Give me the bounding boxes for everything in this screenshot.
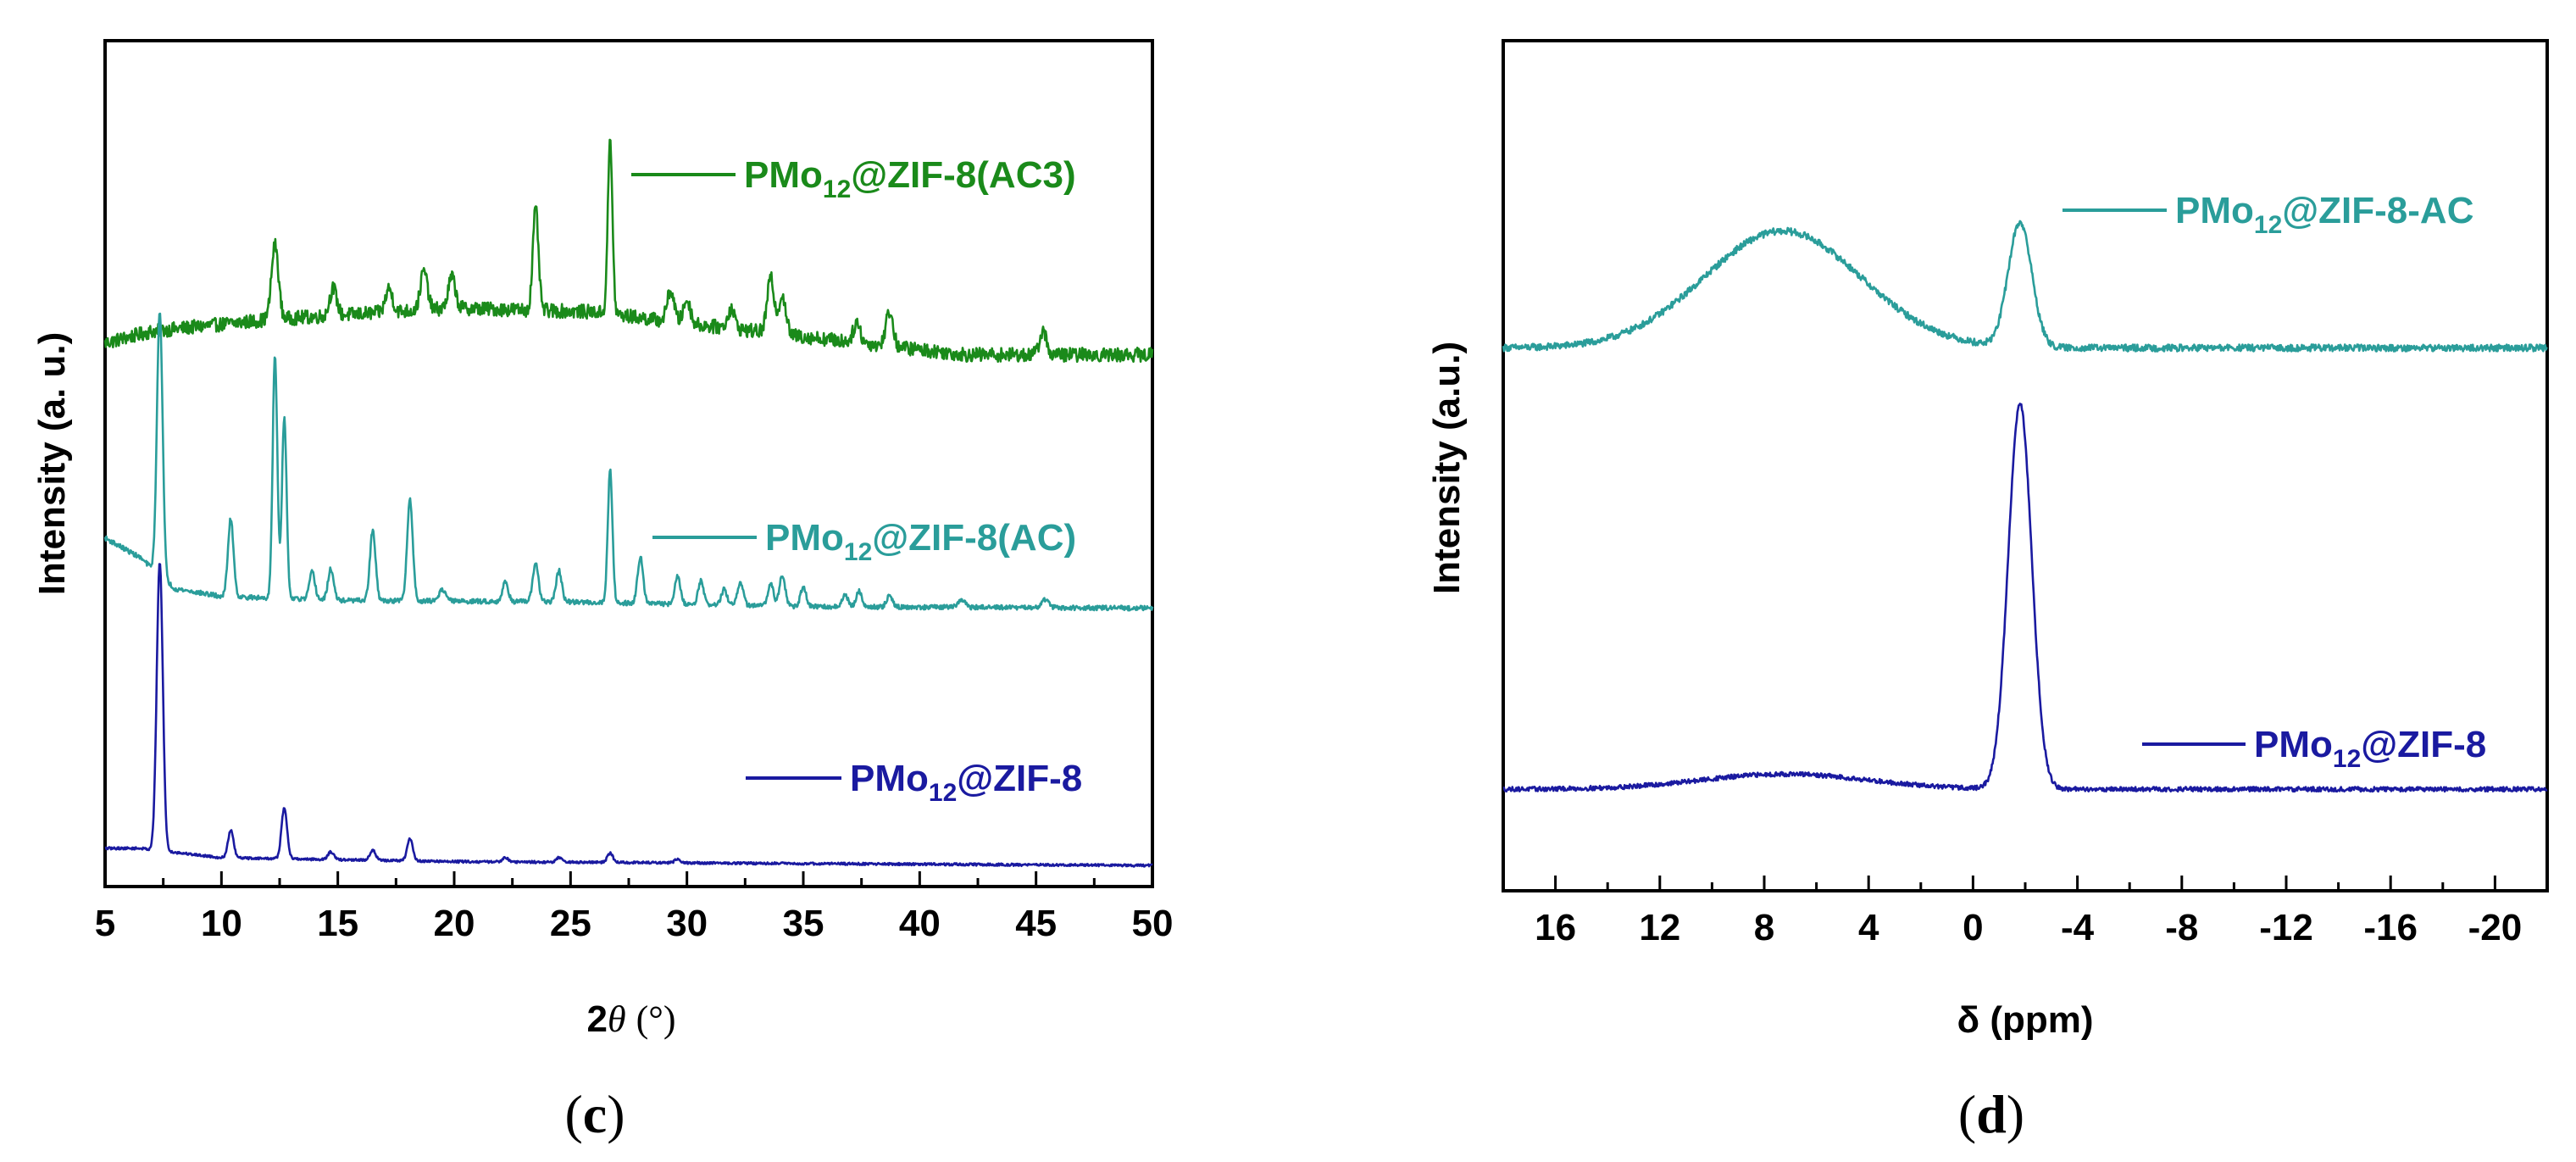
legend-label-base: PMo: [2175, 190, 2254, 231]
legend-label-suffix: @ZIF-8(AC): [872, 517, 1076, 559]
series-line-pmo12-zif-8: [1502, 403, 2548, 793]
x-tick-label: 15: [317, 903, 358, 944]
panel-c-label-letter: c: [583, 1084, 607, 1144]
legend-label-subscript: 12: [823, 175, 851, 203]
legend-label-subscript: 12: [2254, 211, 2282, 239]
x-tick-label: 45: [1015, 903, 1057, 944]
panel-c-series-group: [103, 138, 1154, 868]
panel-d-label: (d): [1958, 1084, 2024, 1144]
legend-label: PMo12@ZIF-8-AC: [2175, 190, 2473, 239]
legend-label: PMo12@ZIF-8: [850, 758, 1082, 807]
x-tick-label: -12: [2259, 907, 2313, 948]
x-tick-label: 0: [1963, 907, 1983, 948]
legend-label-suffix: @ZIF-8(AC3): [851, 154, 1075, 196]
panel-c-label-open: (: [564, 1084, 582, 1144]
panel-d-x-axis-ticks: 16 12 8 4 0 -4 -8 -12 -16 -20: [1535, 876, 2522, 948]
x-tick-label: 25: [550, 903, 591, 944]
legend-label: PMo12@ZIF-8(AC3): [744, 154, 1076, 203]
legend-label-subscript: 12: [844, 538, 872, 566]
legend-label-base: PMo: [850, 758, 929, 799]
series-line-pmo12-zif-8: [104, 563, 1153, 868]
x-tick-label: 30: [666, 903, 708, 944]
x-tick-label: 5: [95, 903, 115, 944]
panel-c-legend-group: PMo12@ZIF-8(AC3)PMo12@ZIF-8(AC)PMo12@ZIF…: [631, 154, 1082, 807]
theta-symbol: θ: [608, 998, 626, 1040]
series-line-pmo12-zif-8-ac3-: [103, 138, 1154, 364]
x-tick-label: 10: [201, 903, 242, 944]
panel-c-x-axis-label: 2θ (°): [586, 998, 675, 1040]
panel-c-x-axis-ticks: 5 10 15 20 25 30 35 40 45 50: [95, 871, 1174, 944]
legend-label-base: PMo: [765, 517, 844, 559]
panel-d-label-close: ): [2007, 1084, 2024, 1144]
x-tick-label: 20: [434, 903, 475, 944]
x-tick-label: 40: [899, 903, 941, 944]
x-tick-label: -20: [2468, 907, 2523, 948]
panel-d-label-letter: d: [1976, 1084, 2007, 1144]
panel-d-y-axis-label: Intensity (a.u.): [1426, 342, 1468, 594]
x-label-unit: (°): [636, 998, 676, 1040]
legend-label-suffix: @ZIF-8: [957, 758, 1082, 799]
x-tick-label: 8: [1754, 907, 1774, 948]
x-tick-label: -16: [2363, 907, 2418, 948]
x-tick-label: 50: [1132, 903, 1174, 944]
panel-d-series-group: [1502, 220, 2548, 793]
legend-label-suffix: @ZIF-8-AC: [2282, 190, 2473, 231]
legend-label: PMo12@ZIF-8(AC): [765, 517, 1076, 566]
x-tick-label: -4: [2061, 907, 2095, 948]
panel-c-xrd-chart: 5 10 15 20 25 30 35 40 45 50 Intensity (a. u.) 2θ…: [31, 39, 1174, 1144]
x-tick-label: 12: [1639, 907, 1680, 948]
x-tick-label: 35: [783, 903, 824, 944]
panel-d-label-open: (: [1958, 1084, 1976, 1144]
legend-label-subscript: 12: [2333, 745, 2361, 773]
legend-label-base: PMo: [744, 154, 823, 196]
legend-label-subscript: 12: [929, 779, 957, 807]
x-tick-label: 4: [1858, 907, 1879, 948]
x-label-prefix: 2: [586, 998, 607, 1040]
x-tick-label: 16: [1535, 907, 1576, 948]
legend-label: PMo12@ZIF-8: [2254, 724, 2486, 773]
series-line-pmo12-zif-8-ac: [1502, 220, 2548, 353]
panel-c-label-close: ): [607, 1084, 625, 1144]
series-line-pmo12-zif-8-ac-: [103, 312, 1154, 612]
legend-label-base: PMo: [2254, 724, 2333, 765]
panel-c-label: (c): [564, 1084, 625, 1144]
legend-label-suffix: @ZIF-8: [2361, 724, 2486, 765]
panel-c-y-axis-label: Intensity (a. u.): [31, 332, 73, 595]
panel-d-x-axis-label: δ (ppm): [1957, 999, 2093, 1041]
panel-d-nmr-chart: 16 12 8 4 0 -4 -8 -12 -16 -20 Intensity (a.u.) δ …: [1426, 39, 2549, 1144]
x-tick-label: -8: [2165, 907, 2198, 948]
